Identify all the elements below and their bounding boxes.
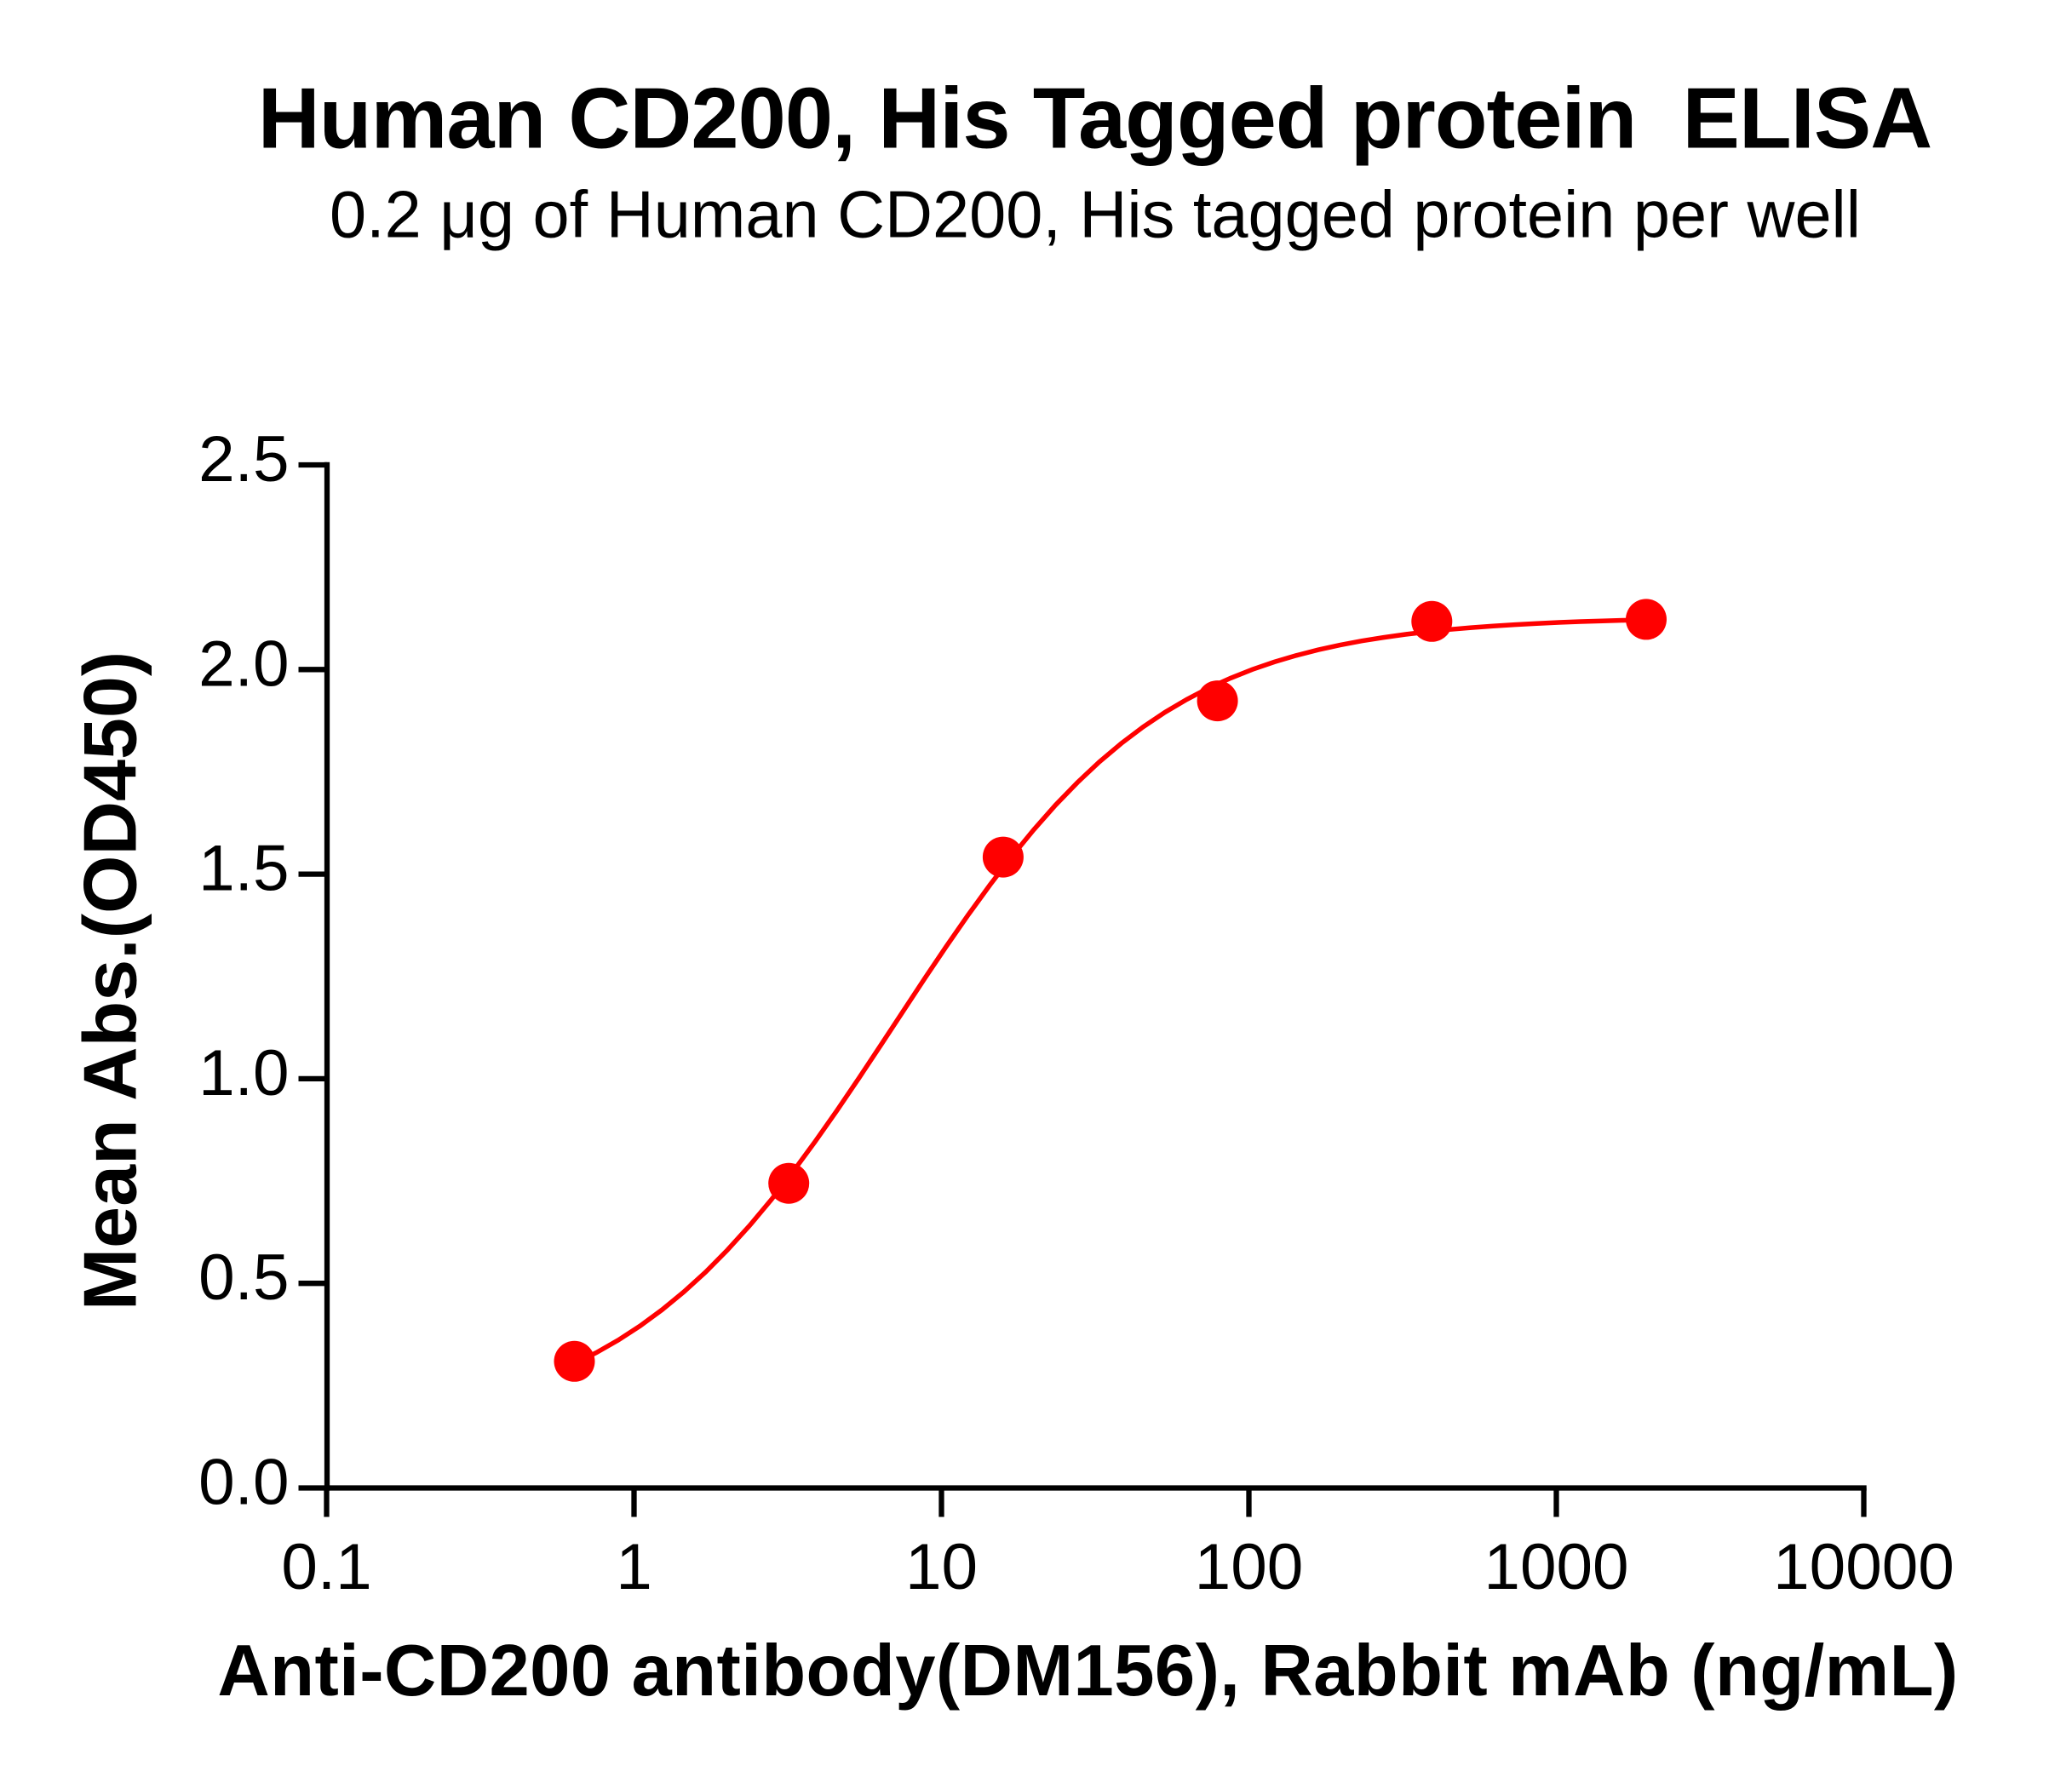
svg-text:0.2 μg of Human CD200, His tag: 0.2 μg of Human CD200, His tagged protei… bbox=[330, 179, 1861, 252]
svg-text:100: 100 bbox=[1195, 1531, 1304, 1603]
svg-text:1.0: 1.0 bbox=[198, 1037, 289, 1109]
svg-text:1: 1 bbox=[616, 1531, 652, 1603]
svg-text:1.5: 1.5 bbox=[198, 833, 289, 905]
svg-text:0.1: 0.1 bbox=[281, 1531, 371, 1603]
svg-text:0.5: 0.5 bbox=[198, 1241, 289, 1314]
svg-text:2.5: 2.5 bbox=[198, 423, 289, 496]
svg-text:Mean Abs.(OD450): Mean Abs.(OD450) bbox=[68, 651, 152, 1310]
svg-text:10000: 10000 bbox=[1773, 1531, 1954, 1603]
svg-text:1000: 1000 bbox=[1484, 1531, 1628, 1603]
svg-text:0.0: 0.0 bbox=[198, 1447, 289, 1519]
svg-text:Anti-CD200 antibody(DM156), Ra: Anti-CD200 antibody(DM156), Rabbit mAb (… bbox=[217, 1631, 1958, 1711]
svg-text:2.0: 2.0 bbox=[198, 628, 289, 700]
svg-text:Human CD200, His Tagged protei: Human CD200, His Tagged protein ELISA bbox=[258, 72, 1932, 167]
svg-text:10: 10 bbox=[905, 1531, 978, 1603]
